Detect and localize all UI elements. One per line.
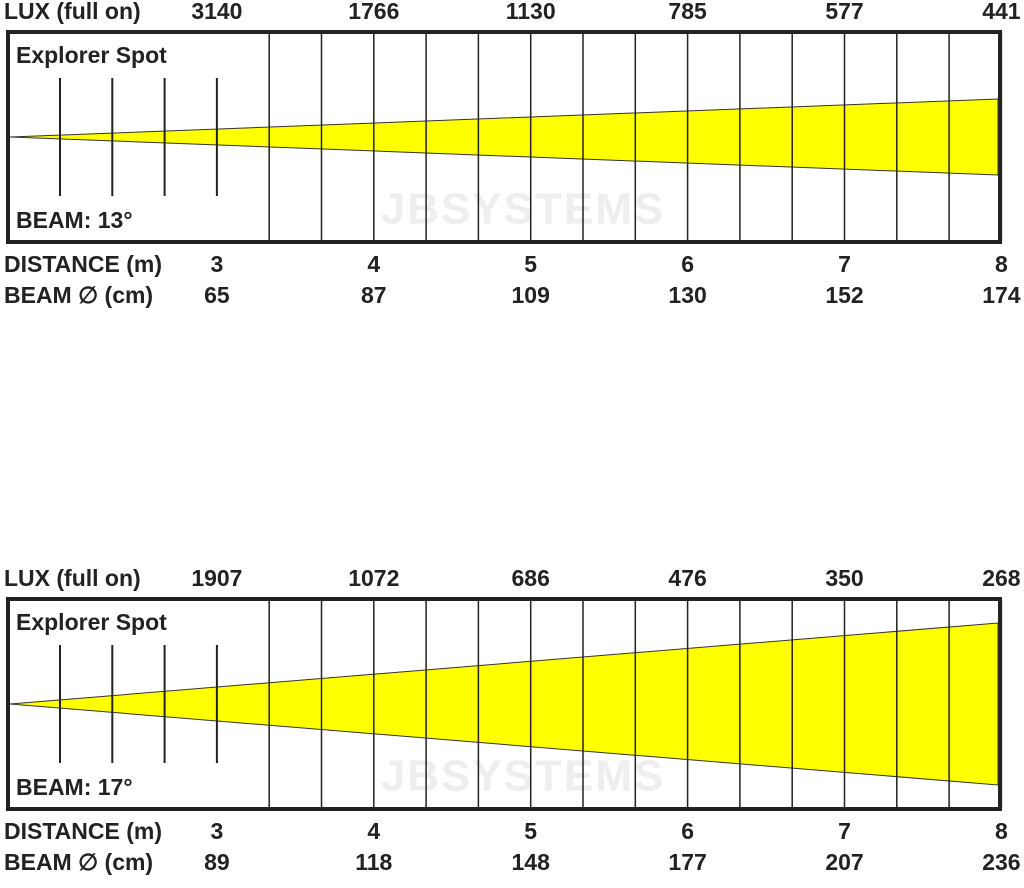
diameter-value: 174 xyxy=(982,282,1021,308)
distance-value: 5 xyxy=(524,251,537,277)
diameter-value: 130 xyxy=(668,282,706,308)
distance-label: DISTANCE (m) xyxy=(4,251,162,277)
lux-value: 3140 xyxy=(191,0,242,24)
lux-value: 268 xyxy=(982,565,1021,591)
distance-label: DISTANCE (m) xyxy=(4,818,162,844)
lux-value: 441 xyxy=(982,0,1021,24)
distance-value: 6 xyxy=(681,818,694,844)
beam-cone xyxy=(9,622,999,786)
lux-value: 577 xyxy=(825,0,863,24)
distance-value: 6 xyxy=(681,251,694,277)
diameter-label: BEAM ∅ (cm) xyxy=(4,282,153,308)
beam-panel: JBSYSTEMS LUX (full on) Explorer Spot BEAM:… xyxy=(4,0,1021,308)
lux-label: LUX (full on) xyxy=(4,0,141,24)
distance-value: 7 xyxy=(838,251,851,277)
lux-label: LUX (full on) xyxy=(4,565,141,591)
lux-value: 686 xyxy=(512,565,550,591)
lux-value: 1766 xyxy=(348,0,399,24)
beam-angle: BEAM: 13° xyxy=(16,207,133,233)
watermark: JBSYSTEMS xyxy=(381,185,666,234)
diameter-value: 65 xyxy=(204,282,230,308)
distance-value: 8 xyxy=(995,818,1008,844)
lux-value: 1907 xyxy=(191,565,242,591)
lux-value: 476 xyxy=(668,565,706,591)
diameter-value: 89 xyxy=(204,849,230,875)
lux-value: 350 xyxy=(825,565,863,591)
distance-value: 3 xyxy=(211,251,224,277)
diameter-value: 177 xyxy=(668,849,706,875)
diameter-value: 152 xyxy=(825,282,863,308)
panel-title: Explorer Spot xyxy=(16,609,167,635)
panel-title: Explorer Spot xyxy=(16,42,167,68)
diameter-value: 118 xyxy=(355,849,392,875)
lux-value: 1072 xyxy=(348,565,399,591)
beam-angle: BEAM: 17° xyxy=(16,774,133,800)
distance-value: 7 xyxy=(838,818,851,844)
lux-value: 1130 xyxy=(506,0,556,24)
beam-panel: JBSYSTEMS LUX (full on) Explorer Spot BEAM:… xyxy=(4,565,1021,875)
lux-value: 785 xyxy=(668,0,707,24)
diameter-value: 236 xyxy=(982,849,1020,875)
diameter-label: BEAM ∅ (cm) xyxy=(4,849,153,875)
watermark: JBSYSTEMS xyxy=(381,752,666,801)
distance-value: 8 xyxy=(995,251,1008,277)
diameter-value: 87 xyxy=(361,282,387,308)
diameter-value: 148 xyxy=(512,849,551,875)
beam-cone xyxy=(9,98,999,176)
distance-value: 4 xyxy=(367,251,380,277)
distance-value: 5 xyxy=(524,818,537,844)
diameter-value: 207 xyxy=(825,849,863,875)
distance-value: 4 xyxy=(367,818,380,844)
diameter-value: 109 xyxy=(512,282,550,308)
distance-value: 3 xyxy=(211,818,224,844)
